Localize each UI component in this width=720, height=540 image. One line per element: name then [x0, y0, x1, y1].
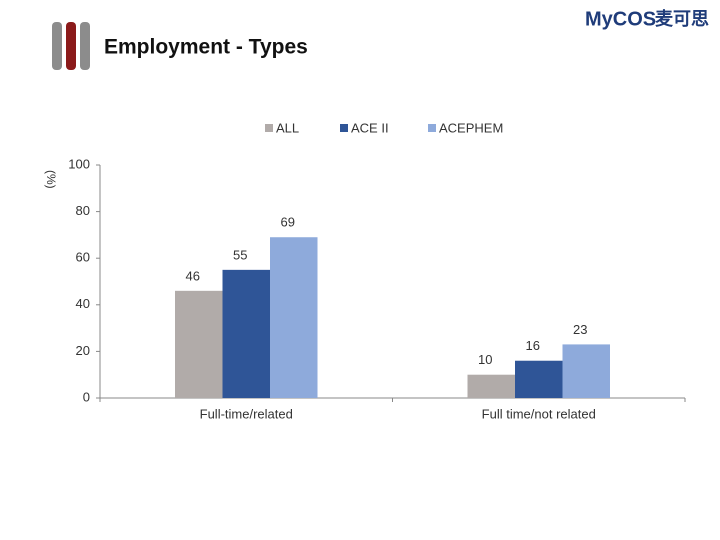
y-tick-label: 20 — [76, 343, 90, 358]
data-label: 23 — [573, 322, 587, 337]
bar — [222, 269, 270, 398]
decor-bar — [52, 22, 62, 70]
legend-swatch — [340, 124, 348, 132]
x-tick-label: Full time/not related — [482, 406, 596, 421]
bar — [562, 344, 610, 398]
x-tick-label: Full-time/related — [200, 406, 293, 421]
y-tick-label: 80 — [76, 203, 90, 218]
y-axis-label: (%) — [44, 170, 58, 189]
legend-label: ACE II — [351, 120, 389, 135]
logo: MyCOS — [585, 8, 656, 30]
logo-cn: 麦可思 — [655, 8, 709, 29]
y-tick-label: 0 — [83, 389, 90, 404]
chart-title: Employment - Types — [104, 36, 308, 59]
bar — [467, 374, 515, 398]
data-label: 69 — [281, 215, 295, 230]
decor-bar — [80, 22, 90, 70]
decor — [52, 22, 90, 70]
y-tick-label: 40 — [76, 296, 90, 311]
data-label: 10 — [478, 352, 492, 367]
legend-label: ACEPHEM — [439, 120, 503, 135]
bar — [515, 360, 563, 398]
legend-label: ALL — [276, 120, 299, 135]
legend-swatch — [428, 124, 436, 132]
data-label: 16 — [526, 338, 540, 353]
bar — [270, 237, 318, 398]
y-tick-label: 60 — [76, 250, 90, 265]
decor-bar — [66, 22, 76, 70]
data-label: 55 — [233, 247, 247, 262]
y-tick-label: 100 — [68, 156, 90, 171]
bar — [175, 290, 223, 398]
data-label: 46 — [186, 268, 200, 283]
legend-swatch — [265, 124, 273, 132]
